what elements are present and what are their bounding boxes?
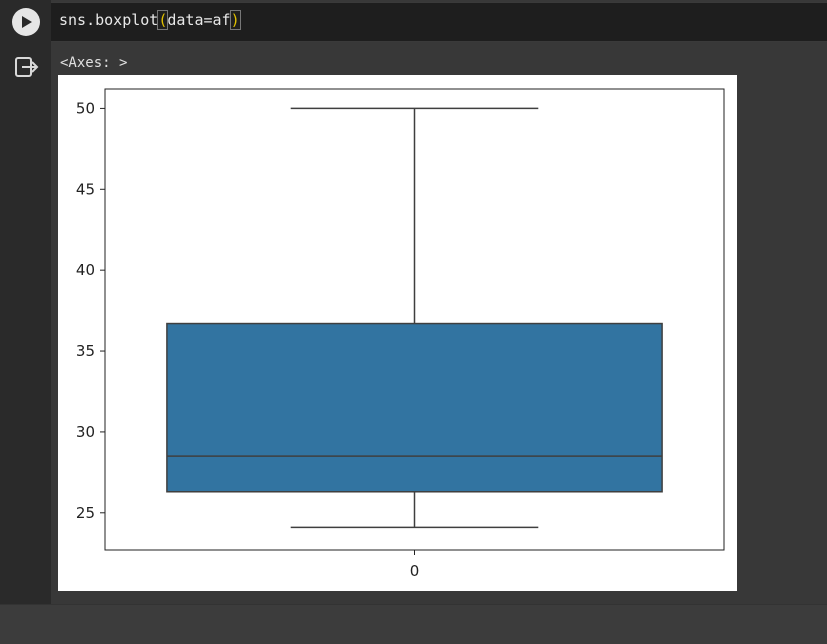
y-tick-label: 35 (76, 342, 95, 360)
iqr-box (166, 322, 663, 493)
bottom-bar (0, 604, 827, 644)
axes-frame (104, 88, 725, 551)
play-icon (22, 16, 32, 28)
y-tick-label: 30 (76, 423, 95, 441)
code-editor[interactable]: sns.boxplot(data=af) (51, 2, 827, 42)
output-text: <Axes: > (60, 55, 128, 71)
close-paren: ) (229, 10, 241, 30)
text-cursor (239, 12, 241, 29)
y-tick-label: 45 (76, 180, 95, 198)
code-cell: sns.boxplot(data=af) <Axes: > 25 30 35 40 45… (0, 0, 827, 604)
figure: 25 30 35 40 45 50 0 (58, 75, 737, 591)
code-line[interactable]: sns.boxplot(data=af) (59, 10, 241, 30)
y-tick-label: 25 (76, 504, 95, 522)
boxplot-chart: 25 30 35 40 45 50 0 (76, 88, 725, 580)
open-paren: ( (157, 10, 169, 30)
output-redirect-icon[interactable] (14, 56, 40, 78)
y-tick-label: 50 (76, 99, 95, 117)
y-tick-label: 40 (76, 261, 95, 279)
x-tick-label: 0 (410, 562, 420, 580)
cell-gutter (0, 0, 51, 604)
run-cell-button[interactable] (12, 8, 40, 36)
